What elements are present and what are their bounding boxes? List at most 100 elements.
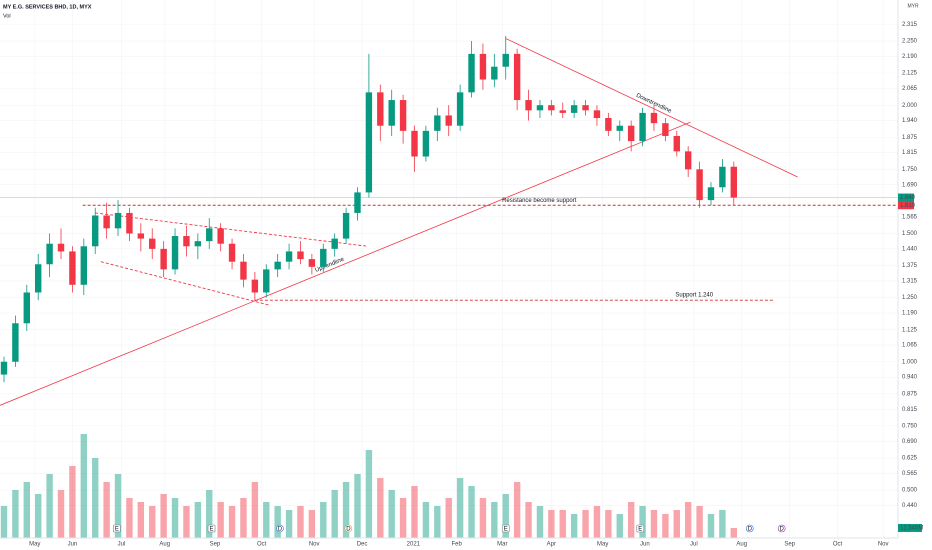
candle-body (593, 110, 601, 119)
volume-bar (627, 502, 635, 538)
candle-body (445, 115, 452, 126)
candle-body (673, 135, 680, 152)
volume-bar (0, 506, 8, 538)
candle-body (57, 243, 65, 252)
candle-body (137, 233, 145, 239)
volume-bar (114, 474, 122, 538)
event-marker (777, 524, 786, 533)
x-tick-label: Apr (547, 542, 556, 548)
candle-body (422, 130, 430, 157)
candle-body (411, 130, 418, 157)
candle-body (354, 192, 361, 213)
candle-body (684, 151, 692, 170)
candle-body (582, 105, 589, 111)
candle-body (240, 261, 247, 280)
candle-body (502, 53, 509, 67)
event-marker (745, 524, 754, 533)
volume-label-box (898, 523, 922, 532)
volume-bar (35, 494, 42, 538)
candle-body (297, 251, 304, 260)
y-tick-label: 1.500 (902, 231, 918, 237)
candle-body (320, 248, 327, 267)
candle-body (69, 251, 76, 285)
candle-body (536, 105, 544, 111)
candle-body (206, 228, 213, 242)
volume-bar (342, 482, 350, 538)
candle-body (274, 261, 281, 270)
candle-body (616, 125, 623, 131)
volume-bar (639, 506, 646, 538)
candle-body (331, 238, 338, 249)
x-tick-label: Oct (257, 542, 267, 548)
volume-bar (217, 502, 224, 538)
x-tick-label: Feb (452, 542, 463, 548)
candle-body (468, 53, 475, 93)
volume-bar (582, 510, 589, 538)
volume-bar (308, 510, 316, 538)
volume-bar (445, 498, 452, 538)
x-tick-label: Jul (690, 542, 698, 548)
x-tick-label: Jun (68, 542, 78, 548)
candle-body (377, 92, 384, 126)
volume-bar (365, 450, 373, 538)
volume-bar (377, 478, 384, 538)
volume-bar (536, 506, 544, 538)
x-tick-label: May (597, 542, 608, 548)
volume-bar (228, 506, 236, 538)
y-tick-label: 1.440 (902, 246, 918, 252)
volume-bar (513, 482, 521, 538)
y-tick-label: 0.815 (902, 407, 918, 413)
y-tick-label: 0.500 (902, 488, 918, 494)
volume-bar (12, 490, 19, 538)
y-tick-label: 1.375 (902, 263, 918, 269)
event-label: E (115, 526, 119, 532)
y-tick-label: 0.750 (902, 423, 918, 429)
candle-body (46, 243, 53, 265)
volume-bar (194, 502, 202, 538)
candle-body (434, 115, 441, 131)
volume-bar (696, 506, 703, 538)
candle-body (707, 187, 715, 201)
candle-body (491, 66, 498, 80)
x-tick-label: Nov (878, 542, 889, 548)
volume-bar (92, 458, 99, 538)
x-tick-label: Jun (640, 542, 650, 548)
price-label: 1.610 (900, 203, 916, 209)
x-tick-label: 2021 (407, 542, 421, 548)
volume-bar (160, 494, 167, 538)
event-marker (501, 524, 510, 533)
volume-bar (422, 502, 430, 538)
volume-bar (730, 527, 737, 538)
candle-body (0, 361, 8, 375)
volume-bar (46, 474, 53, 538)
volume-bar (149, 506, 156, 538)
candle-body (639, 112, 646, 142)
trendline (100, 261, 270, 306)
volume-bar (206, 490, 213, 538)
volume-bar (468, 486, 475, 538)
annotation-label: Resistance become support (502, 198, 577, 204)
volume-bar (456, 478, 464, 538)
chart-title: MY E.G. SERVICES BHD, 1D, MYX (3, 4, 92, 10)
volume-bar (491, 502, 498, 538)
y-tick-label: 0.940 (902, 375, 918, 381)
candle-body (114, 212, 122, 229)
candle-body (126, 212, 133, 234)
y-tick-label: 1.065 (902, 343, 918, 349)
x-tick-label: Nov (309, 542, 320, 548)
candle-body (730, 166, 737, 198)
candle-body (605, 118, 612, 131)
time-axis-bg (0, 538, 932, 550)
x-tick-label: Aug (159, 542, 170, 548)
y-tick-label: 0.440 (902, 503, 918, 509)
volume-bar (719, 510, 726, 538)
volume-bar (137, 502, 145, 538)
candle-body (570, 105, 578, 113)
price-label-box (898, 193, 914, 202)
candle-body (548, 105, 555, 111)
event-label: D (278, 526, 283, 532)
